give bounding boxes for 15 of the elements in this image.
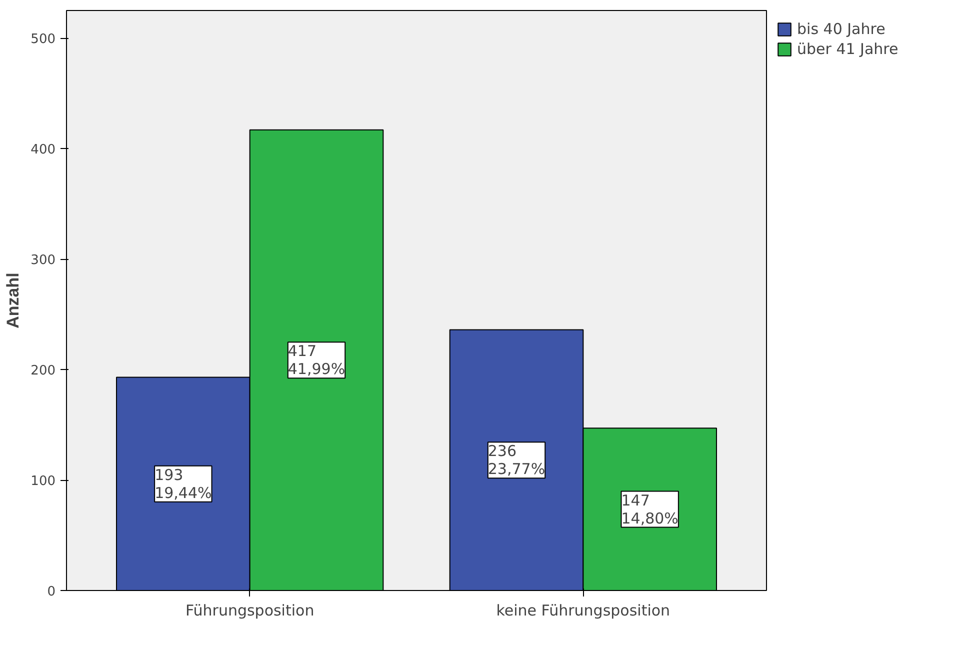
y-tick-label: 0 bbox=[47, 584, 56, 600]
x-tick-label: keine Führungsposition bbox=[496, 602, 670, 620]
data-label: 236 23,77% bbox=[488, 442, 546, 478]
legend-label: über 41 Jahre bbox=[797, 40, 898, 58]
data-label: 147 14,80% bbox=[621, 491, 678, 528]
y-axis-title: Anzahl bbox=[4, 272, 23, 328]
y-tick-label: 400 bbox=[30, 142, 56, 158]
x-tick-label: Führungsposition bbox=[185, 602, 314, 620]
data-label: 193 19,44% bbox=[154, 466, 212, 502]
y-tick-label: 500 bbox=[30, 32, 56, 48]
y-tick-label: 100 bbox=[30, 474, 56, 490]
data-label: 417 41,99% bbox=[288, 342, 346, 378]
legend-label: bis 40 Jahre bbox=[797, 20, 886, 38]
y-tick-label: 200 bbox=[30, 364, 56, 379]
y-tick-label: 300 bbox=[30, 253, 56, 268]
